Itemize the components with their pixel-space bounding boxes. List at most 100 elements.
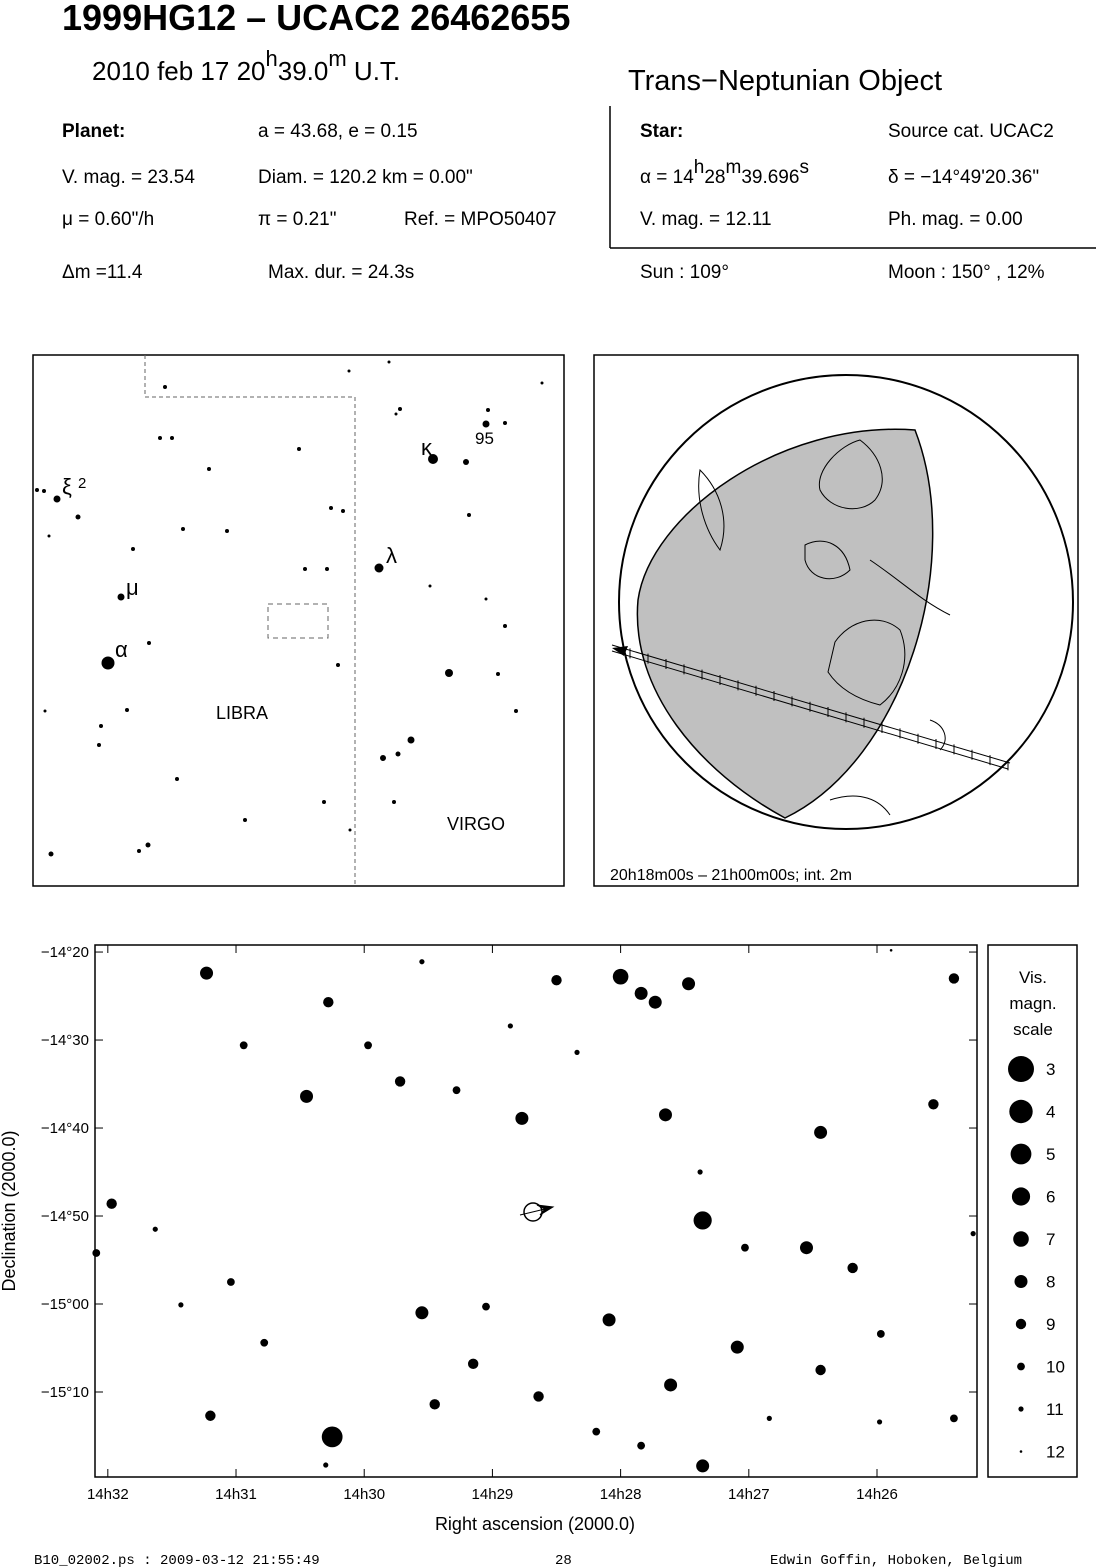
- sun: Sun : 109°: [640, 262, 729, 283]
- frame: [94, 944, 978, 1478]
- y-tick-label: −15°10: [41, 1384, 89, 1401]
- legend-dot: [1014, 1275, 1028, 1288]
- finder-star: [225, 529, 229, 533]
- star: [321, 1426, 343, 1448]
- finder-star: [467, 513, 471, 517]
- legend-label: 9: [1046, 1315, 1055, 1334]
- legend-title: scale: [1013, 1020, 1053, 1039]
- star: [323, 996, 334, 1008]
- legend-label: 10: [1046, 1358, 1065, 1377]
- legend-dot: [1018, 1406, 1024, 1412]
- land: [827, 619, 906, 706]
- finder-star: [297, 447, 301, 451]
- frame: [32, 354, 565, 887]
- star: [889, 948, 893, 952]
- constellation-boundary: [144, 355, 356, 886]
- star: [950, 1414, 958, 1423]
- delta-m: Δm =11.4: [62, 262, 143, 283]
- finder-star: [158, 436, 162, 440]
- finder-star: [428, 454, 438, 464]
- legend-dot: [1011, 1187, 1031, 1206]
- star-dec: δ = −14°49'20.36": [888, 167, 1039, 188]
- finder-star: [336, 663, 340, 667]
- legend-label: 11: [1046, 1400, 1064, 1419]
- finder-star: [540, 381, 544, 385]
- star: [658, 1108, 672, 1122]
- star-ra: α = 14h28m39.696s: [640, 157, 809, 188]
- finder-star: [341, 509, 345, 513]
- finder-star: [445, 669, 453, 677]
- star-label: 2: [78, 475, 86, 492]
- x-tick-label: 14h30: [343, 1486, 385, 1503]
- footer-file: B10_02002.ps : 2009-03-12 21:55:49: [34, 1553, 320, 1568]
- finder-star: [322, 800, 326, 804]
- finder-star: [35, 488, 39, 492]
- finder-star: [503, 624, 507, 628]
- planet-label: Planet:: [62, 121, 125, 142]
- finder-star: [395, 751, 401, 757]
- legend-dot: [1009, 1099, 1033, 1124]
- legend-label: 12: [1046, 1443, 1065, 1462]
- finder-star: [147, 641, 151, 645]
- star: [429, 1399, 440, 1410]
- legend-dot: [1017, 1362, 1025, 1371]
- moon: Moon : 150° , 12%: [888, 262, 1045, 283]
- finder-star: [131, 547, 135, 551]
- star: [815, 1364, 826, 1376]
- globe-caption: 20h18m00s – 21h00m00s; int. 2m: [610, 867, 852, 884]
- star: [730, 1340, 744, 1354]
- footer-author: Edwin Goffin, Hoboken, Belgium: [770, 1553, 1022, 1568]
- star: [533, 1391, 544, 1402]
- legend-dot: [1019, 1450, 1023, 1453]
- finder-star: [428, 584, 432, 588]
- legend-label: 8: [1046, 1273, 1055, 1292]
- y-tick-label: −14°20: [41, 944, 89, 961]
- star: [364, 1041, 372, 1050]
- legend-label: 4: [1046, 1103, 1055, 1122]
- finder-star: [137, 849, 141, 853]
- finder-star: [243, 818, 247, 822]
- star: [814, 1125, 828, 1139]
- globe-panel: 20h18m00s – 21h00m00s; int. 2m: [593, 354, 1079, 887]
- x-tick-label: 14h28: [600, 1486, 642, 1503]
- star-label: λ: [386, 543, 397, 568]
- star: [300, 1089, 314, 1103]
- finder-star: [42, 489, 46, 493]
- star: [419, 959, 425, 965]
- parallax: π = 0.21": [258, 209, 337, 230]
- star: [928, 1099, 939, 1110]
- field-box: [267, 603, 329, 639]
- star-label: μ: [126, 575, 139, 600]
- legend-label: 7: [1046, 1230, 1055, 1249]
- star: [205, 1410, 216, 1421]
- finder-star: [207, 467, 211, 471]
- star: [260, 1338, 269, 1347]
- star: [948, 973, 960, 984]
- star: [551, 974, 562, 986]
- date-part: 2010 feb 17 20: [92, 56, 266, 86]
- finder-star: [125, 708, 129, 712]
- finder-star: [463, 459, 469, 465]
- motion: μ = 0.60"/h: [62, 209, 154, 230]
- star: [876, 1330, 885, 1338]
- finder-star: [181, 527, 185, 531]
- star: [612, 968, 629, 985]
- phmag: Ph. mag. = 0.00: [888, 209, 1023, 230]
- path-ticks: [629, 648, 1009, 771]
- star: [574, 1049, 580, 1055]
- date-sup: h: [266, 46, 278, 71]
- star: [634, 986, 648, 1000]
- frame: [593, 354, 1079, 887]
- legend-dot: [1008, 1056, 1034, 1082]
- star: [467, 1358, 479, 1370]
- x-axis-label: Right ascension (2000.0): [435, 1514, 635, 1534]
- star-label: α: [115, 637, 128, 662]
- path-arrow: [612, 646, 628, 656]
- star: [394, 1076, 406, 1087]
- finder-star: [392, 800, 396, 804]
- object-type: Trans−Neptunian Object: [628, 65, 942, 97]
- star: [323, 1462, 329, 1468]
- star: [697, 1169, 703, 1175]
- star: [178, 1302, 184, 1308]
